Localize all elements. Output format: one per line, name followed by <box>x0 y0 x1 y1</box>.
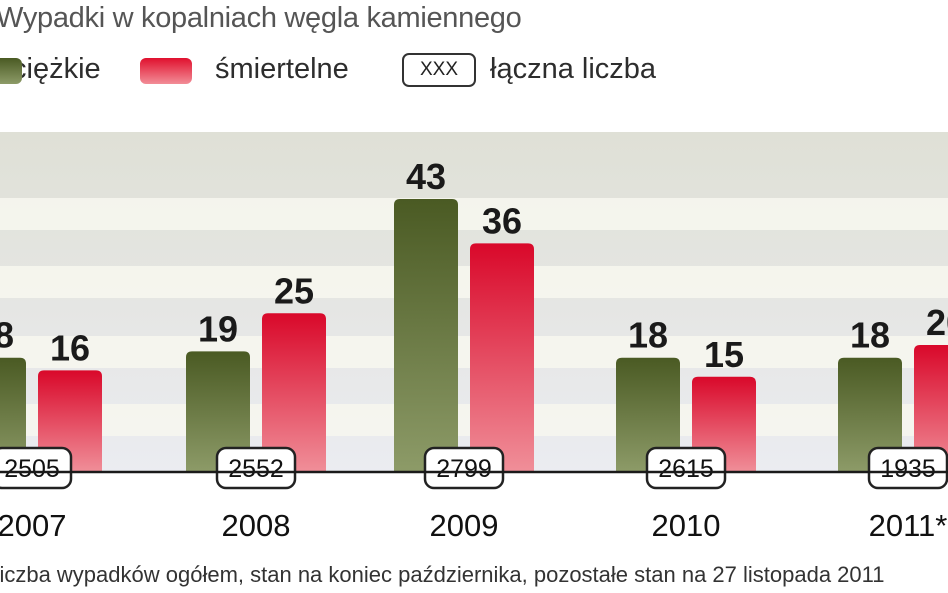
legend-total-box-sample: XXX <box>402 53 476 87</box>
legend-label-heavy: ciężkie <box>12 53 101 85</box>
total-value: 2505 <box>4 455 60 483</box>
total-box <box>423 446 505 490</box>
total-boxes-layer: 2505 2552 2799 2615 1935 <box>0 446 948 490</box>
value-labels-layer: 18 16 19 25 43 36 18 15 18 20 <box>0 156 948 375</box>
total-box <box>215 446 297 490</box>
x-tick-label: 2007 <box>0 508 66 543</box>
x-tick-label: 2009 <box>430 508 499 543</box>
total-box <box>645 446 727 490</box>
x-tick-labels-layer: 2007 2008 2009 2010 2011* <box>0 470 948 543</box>
bar-heavy <box>186 351 250 472</box>
legend-swatch-fatal <box>140 58 192 84</box>
legend: ciężkie śmiertelne XXX łączna liczba <box>0 50 948 90</box>
bar-fatal <box>914 345 948 472</box>
x-tick-label: 2011* <box>869 508 948 543</box>
value-label-fatal: 16 <box>50 327 90 368</box>
value-label-heavy: 43 <box>406 156 446 197</box>
legend-item-fatal: śmiertelne <box>215 50 349 90</box>
legend-item-total: łączna liczba <box>490 50 656 90</box>
value-label-heavy: 18 <box>0 315 14 356</box>
legend-label-fatal: śmiertelne <box>215 53 349 85</box>
value-label-heavy: 19 <box>198 308 238 349</box>
bar-fatal <box>38 370 102 472</box>
total-value: 2615 <box>658 455 714 483</box>
footnote: *liczba wypadków ogółem, stan na koniec … <box>0 562 885 587</box>
bar-heavy <box>838 357 902 472</box>
value-label-heavy: 18 <box>850 315 890 356</box>
grid-band <box>0 198 948 230</box>
bar-fatal <box>262 313 326 472</box>
chart-title: Wypadki w kopalniach węgla kamiennego <box>0 2 522 34</box>
value-label-fatal: 25 <box>274 270 314 311</box>
total-value: 1935 <box>880 455 936 483</box>
value-label-heavy: 18 <box>628 315 668 356</box>
bar-fatal <box>470 243 534 472</box>
bar-heavy <box>394 198 458 472</box>
x-tick-label: 2010 <box>652 508 721 543</box>
total-box <box>867 446 948 490</box>
bar-heavy <box>616 357 680 472</box>
legend-swatch-heavy <box>0 58 22 84</box>
x-tick-label: 2008 <box>222 508 291 543</box>
legend-item-heavy: ciężkie <box>12 50 101 90</box>
total-box <box>0 446 73 490</box>
total-value: 2799 <box>436 455 492 483</box>
value-label-fatal: 36 <box>482 200 522 241</box>
bar-heavy <box>0 357 26 472</box>
value-label-fatal: 15 <box>704 334 744 375</box>
total-value: 2552 <box>228 455 284 483</box>
value-label-fatal: 20 <box>926 302 948 343</box>
legend-label-total: łączna liczba <box>490 53 657 85</box>
